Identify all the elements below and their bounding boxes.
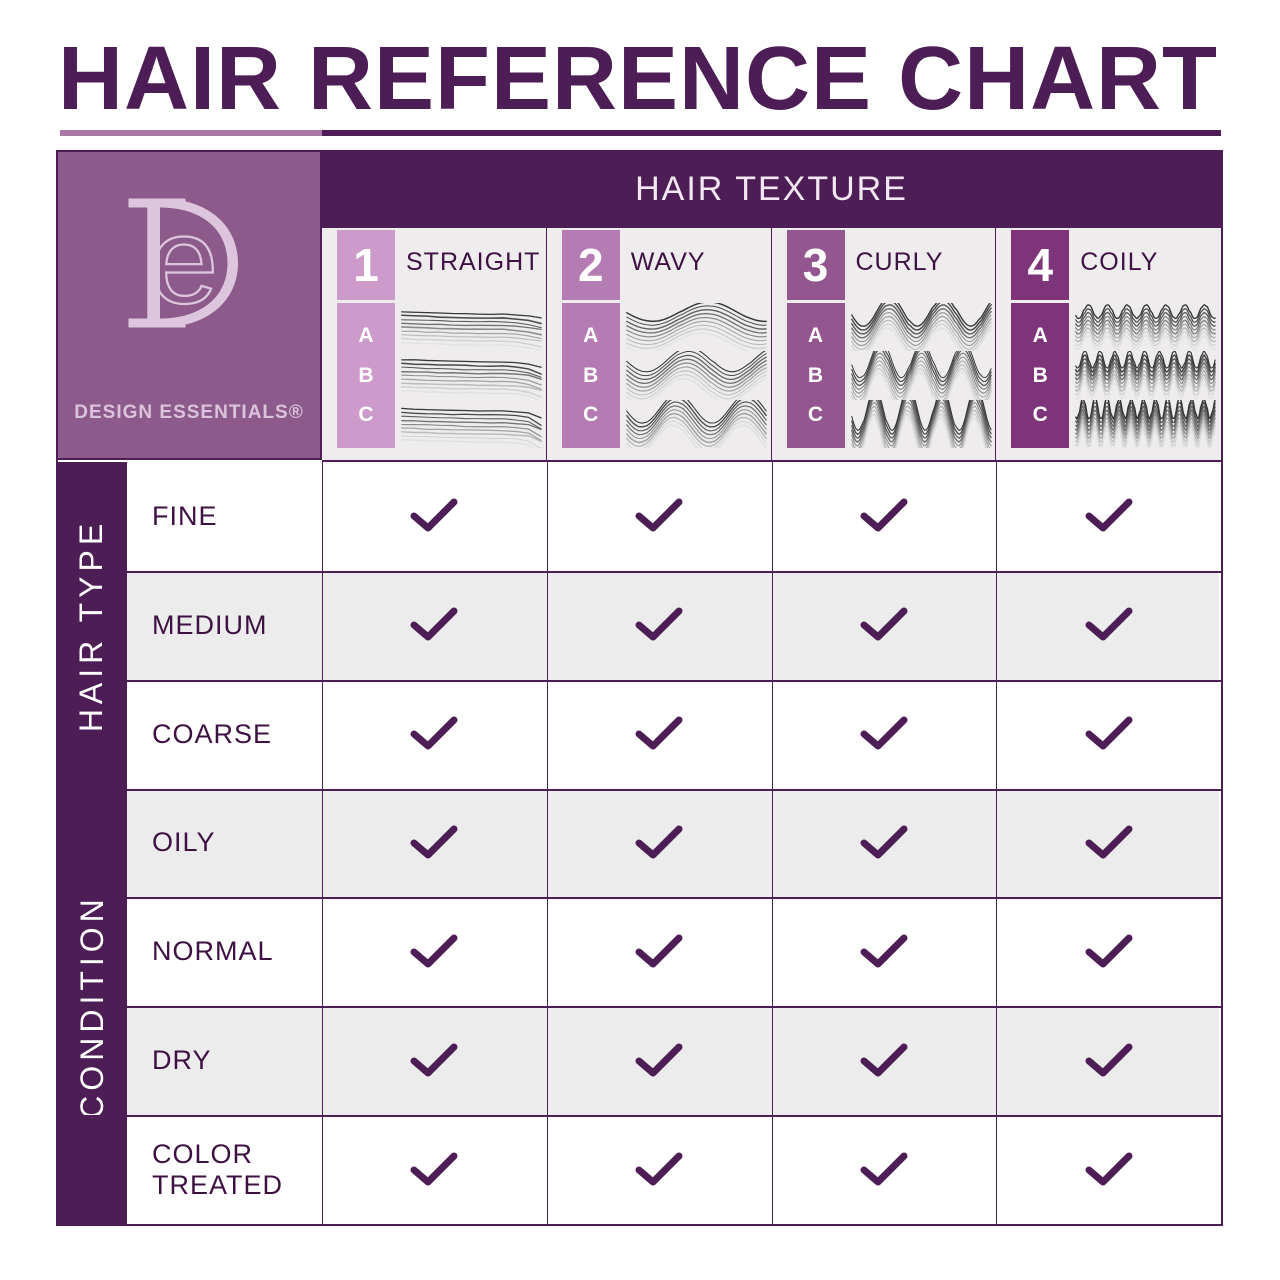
svg-text:e: e: [150, 192, 219, 330]
